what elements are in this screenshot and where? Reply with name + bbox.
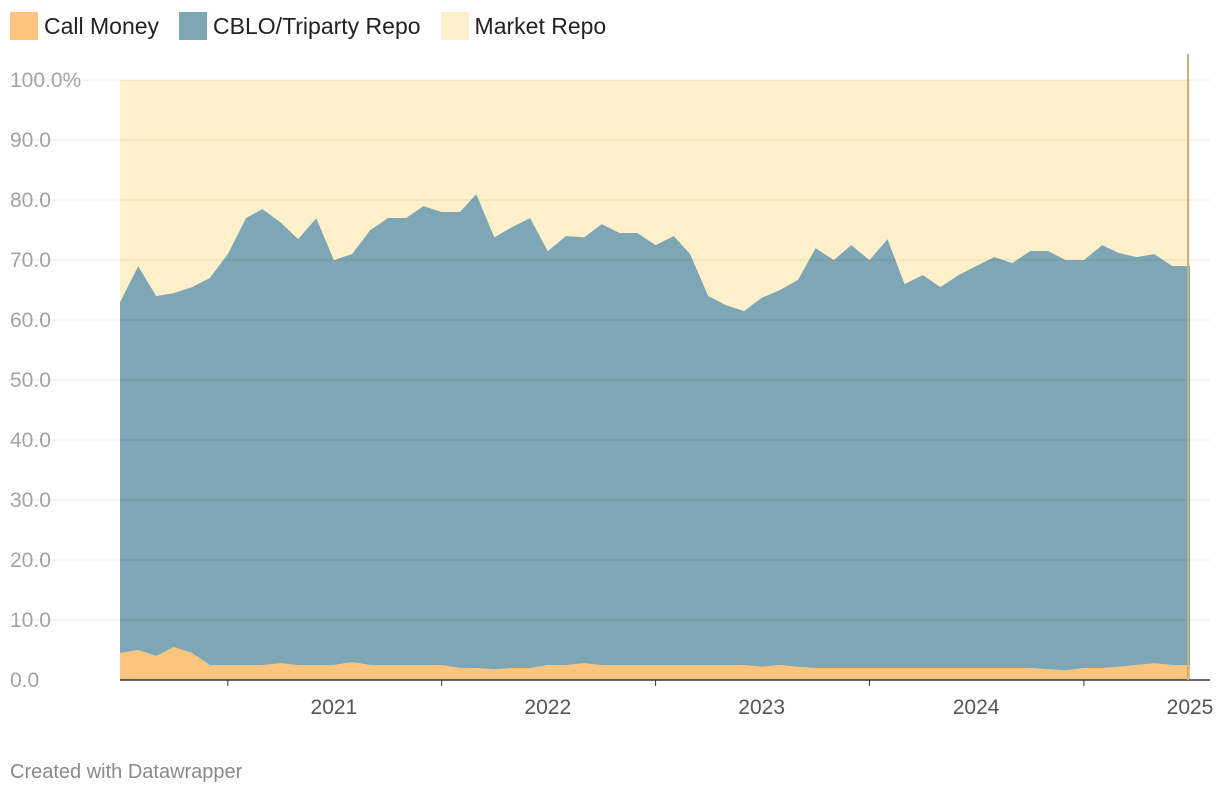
legend-item-call-money[interactable]: Call Money: [10, 12, 159, 40]
area-call-money: [120, 647, 1190, 680]
legend-swatch-market-repo: [440, 12, 469, 40]
legend-swatch-cblo-triparty-repo: [179, 12, 208, 40]
x-tick-label: 2023: [738, 696, 785, 719]
area-cblo-triparty-repo: [120, 194, 1190, 671]
x-tick-label: 2022: [524, 696, 571, 719]
y-tick-label: 40.0: [10, 429, 51, 452]
legend-swatch-call-money: [10, 12, 38, 40]
legend-item-cblo-triparty-repo[interactable]: CBLO/Triparty Repo: [179, 12, 421, 40]
legend-label-call-money: Call Money: [44, 12, 160, 39]
y-tick-label: 20.0: [10, 549, 51, 572]
y-tick-label: 70.0: [10, 249, 51, 272]
y-tick-label: 10.0: [10, 609, 51, 632]
area-series: [120, 80, 1190, 680]
credit-text[interactable]: Created with Datawrapper: [10, 761, 243, 783]
x-tick-label: 2024: [953, 696, 1000, 719]
legend-label-cblo-triparty-repo: CBLO/Triparty Repo: [213, 12, 421, 39]
y-tick-label: 80.0: [10, 189, 51, 212]
x-tick-label: 2021: [311, 696, 358, 719]
area-market-repo: [120, 80, 1190, 311]
y-tick-label: 30.0: [10, 489, 51, 512]
y-tick-label: 60.0: [10, 309, 51, 332]
legend: Call Money CBLO/Triparty Repo Market Rep…: [10, 12, 626, 40]
legend-label-market-repo: Market Repo: [474, 12, 607, 39]
y-tick-label: 50.0: [10, 369, 51, 392]
y-tick-label: 90.0: [10, 129, 51, 152]
x-tick-label: 2025: [1167, 696, 1214, 719]
legend-item-market-repo[interactable]: Market Repo: [440, 12, 607, 40]
axes: 0.0 10.0 20.0 30.0 40.0 50.0 60.0 70.0 80.0 90.0 1…: [10, 54, 1213, 719]
y-tick-label: 100.0%: [10, 69, 81, 92]
y-tick-label: 0.0: [10, 669, 39, 692]
